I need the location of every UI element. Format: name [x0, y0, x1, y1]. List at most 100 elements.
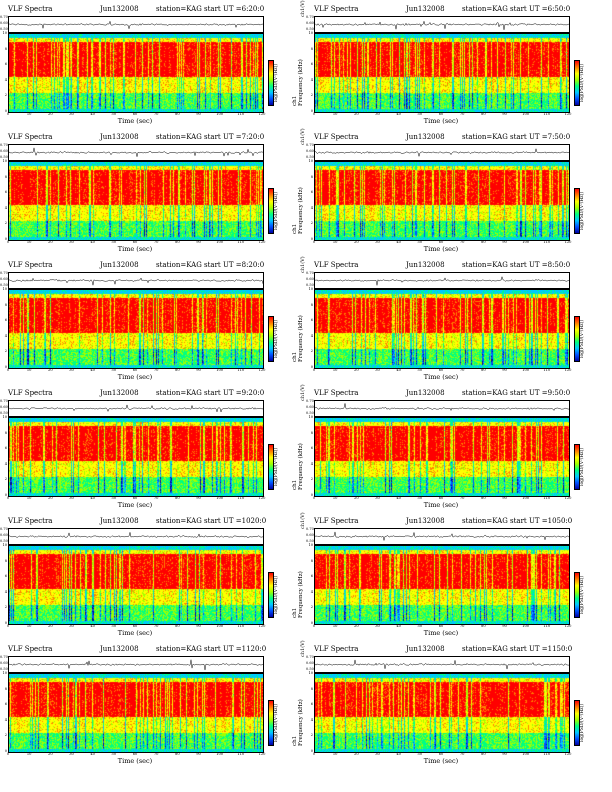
panel-date: Jun132008 [100, 517, 139, 525]
voltage-trace-line [9, 532, 263, 538]
ts-tick-label: 0.50 [0, 539, 8, 543]
time-tick-label: 100 [216, 496, 224, 500]
time-tick-label: 30 [69, 240, 74, 244]
ts-tick-label: 0.50 [306, 411, 314, 415]
freq-tick-label: 6 [310, 62, 313, 67]
time-tick-label: 10 [26, 496, 32, 500]
time-tick-label: 0 [6, 368, 10, 372]
colorbar-label: log(PSD/(V²/Hz)) [580, 191, 585, 230]
colorbar [268, 188, 274, 234]
time-tick-label: 60 [438, 624, 444, 628]
time-tick-label: 110 [543, 752, 551, 756]
time-tick-label: 40 [90, 496, 95, 500]
freq-tick-label: 6 [310, 574, 313, 579]
time-tick-label: 50 [417, 496, 423, 500]
time-tick-label: 40 [90, 752, 95, 756]
freq-tick-label: 2 [310, 477, 313, 482]
freq-tick-label: 8 [310, 174, 313, 179]
voltage-trace [8, 272, 264, 289]
time-tick-label: 90 [196, 240, 201, 244]
freq-tick-label: 6 [4, 702, 7, 707]
time-tick-label: 40 [396, 496, 401, 500]
time-tick-label: 90 [196, 112, 201, 116]
time-tick-label: 30 [375, 240, 380, 244]
spectrogram [314, 417, 570, 497]
voltage-trace-plot [315, 147, 569, 158]
time-tick-label: 10 [26, 752, 32, 756]
voltage-trace [314, 400, 570, 417]
ts-tick-label: 0.70 [0, 15, 8, 19]
voltage-trace [8, 16, 264, 33]
colorbar-label: log(PSD/(V²/Hz)) [274, 63, 279, 102]
panel-date: Jun132008 [100, 389, 139, 397]
voltage-trace [8, 528, 264, 545]
time-tick-label: 80 [481, 752, 486, 756]
time-tick-label: 60 [132, 240, 138, 244]
ts-tick-label: 0.60 [0, 277, 8, 281]
time-tick-label: 60 [438, 752, 444, 756]
time-tick-label: 40 [90, 112, 95, 116]
time-tick-label: 120 [258, 112, 266, 116]
spectrogram-panel: VLF Spectra Jun132008 station=KAG start … [292, 128, 588, 254]
time-tick-label: 120 [564, 240, 572, 244]
time-tick-label: 90 [502, 496, 507, 500]
x-axis-label: Time (sec) [117, 629, 153, 637]
freq-tick-label: 4 [310, 77, 313, 82]
freq-tick-label: 8 [4, 430, 7, 435]
colorbar-label: log(PSD/(V²/Hz)) [580, 63, 585, 102]
freq-tick-label: 8 [310, 558, 313, 563]
time-tick-label: 30 [69, 368, 74, 372]
time-tick-label: 60 [132, 112, 138, 116]
time-tick-label: 50 [417, 752, 423, 756]
time-tick-label: 100 [522, 496, 530, 500]
voltage-trace-plot [9, 659, 263, 671]
time-tick-label: 120 [258, 240, 266, 244]
voltage-trace-line [315, 659, 569, 670]
freq-tick-label: 10 [2, 159, 7, 163]
freq-tick-label: 0 [310, 749, 313, 753]
time-tick-label: 50 [111, 112, 117, 116]
time-tick-label: 0 [6, 240, 10, 244]
ts-tick-label: 0.60 [0, 149, 8, 153]
freq-tick-label: 2 [4, 605, 7, 610]
title-left: VLF Spectra [8, 389, 53, 397]
time-tick-label: 90 [502, 240, 507, 244]
spectrogram [314, 33, 570, 113]
freq-tick-label: 10 [2, 31, 7, 35]
title-left: VLF Spectra [314, 645, 359, 653]
spectrogram-panel: VLF Spectra Jun132008 station=KAG start … [292, 384, 588, 510]
ts-tick-label: 0.60 [306, 661, 314, 665]
time-tick-label: 70 [153, 112, 159, 116]
ts-tick-label: 0.50 [0, 283, 8, 287]
time-tick-label: 30 [375, 112, 380, 116]
panel-start-time: start UT =7:50:0 [510, 133, 571, 141]
panel-station: station=KAG [156, 517, 202, 525]
time-tick-label: 10 [26, 624, 32, 628]
ts-tick-label: 0.60 [0, 661, 8, 665]
freq-tick-label: 2 [310, 605, 313, 610]
time-tick-label: 110 [237, 496, 245, 500]
freq-tick-label: 8 [4, 686, 7, 691]
voltage-trace-plot [315, 275, 569, 286]
panel-date: Jun132008 [406, 133, 445, 141]
freq-tick-label: 0 [4, 109, 7, 113]
freq-tick-label: 8 [4, 174, 7, 179]
spectrogram [314, 161, 570, 241]
spec-ylabel: ch1 Frequency (kHz) [292, 59, 304, 106]
ts-tick-label: 0.50 [0, 411, 8, 415]
colorbar [574, 316, 580, 362]
time-tick-label: 90 [196, 752, 201, 756]
time-tick-label: 40 [90, 624, 95, 628]
time-tick-label: 20 [48, 496, 53, 500]
spectrogram [8, 161, 264, 241]
spec-ylabel-line2: Frequency (kHz) [298, 443, 304, 490]
panel-date: Jun132008 [100, 645, 139, 653]
colorbar [574, 572, 580, 618]
spec-ylabel: ch1 Frequency (kHz) [292, 571, 304, 618]
spectrogram [314, 545, 570, 625]
time-tick-label: 80 [175, 496, 180, 500]
time-tick-label: 110 [237, 240, 245, 244]
time-tick-label: 0 [312, 496, 316, 500]
freq-tick-label: 6 [310, 190, 313, 195]
colorbar-label: log(PSD/(V²/Hz)) [580, 447, 585, 486]
